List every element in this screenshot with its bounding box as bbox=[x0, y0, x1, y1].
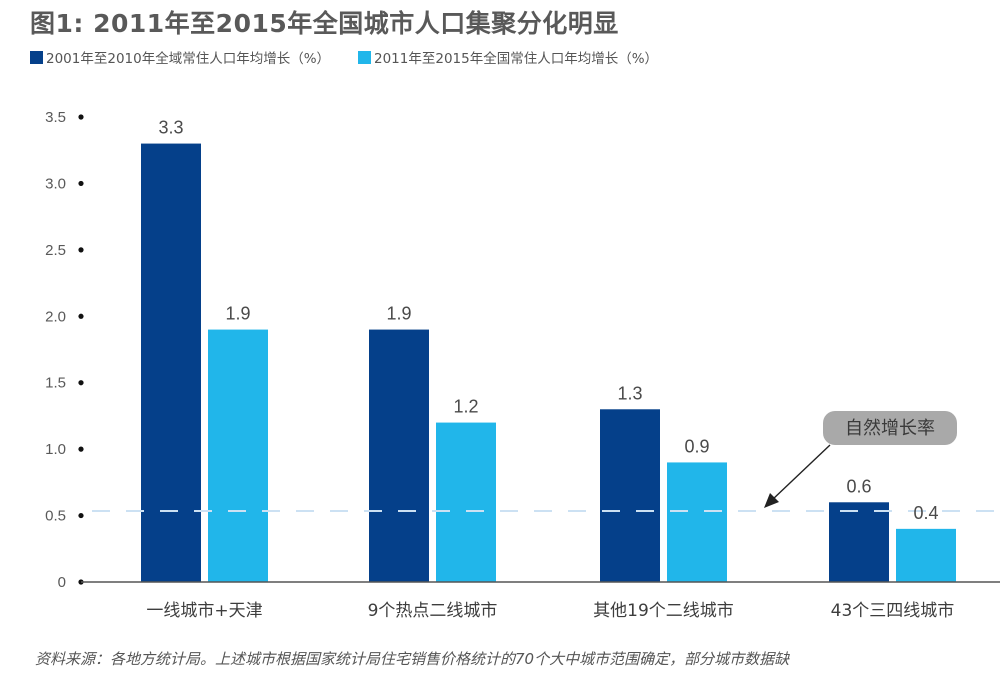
bar-light-2 bbox=[667, 462, 727, 582]
callout: 自然增长率 bbox=[764, 411, 957, 508]
callout-label: 自然增长率 bbox=[845, 418, 935, 439]
y-tick-label: 2.5 bbox=[45, 242, 66, 259]
y-tick-label: 1.0 bbox=[45, 441, 66, 458]
legend-swatch-light-blue bbox=[358, 50, 371, 64]
y-tick-label: 3.5 bbox=[45, 109, 66, 126]
callout-arrow-line bbox=[771, 444, 831, 501]
legend-item-2001-2010: 2001年至2010年全域常住人口年均增长（%） bbox=[30, 47, 330, 67]
legend-swatch-dark-blue bbox=[30, 50, 43, 64]
y-axis: 0 0.5 1.0 1.5 2.0 2.5 3.0 3.5 bbox=[45, 109, 84, 591]
bars bbox=[141, 143, 956, 583]
y-tick-label: 2.0 bbox=[45, 308, 66, 325]
category-label: 一线城市+天津 bbox=[146, 601, 262, 621]
data-label: 1.3 bbox=[617, 383, 642, 403]
chart-title: 图1: 2011年至2015年全国城市人口集聚分化明显 bbox=[30, 9, 619, 38]
data-label: 1.2 bbox=[453, 397, 478, 417]
y-tick-label: 1.5 bbox=[45, 375, 66, 392]
bar-light-0 bbox=[208, 329, 268, 582]
data-label: 1.9 bbox=[386, 304, 411, 324]
y-tick-label: 0 bbox=[58, 574, 66, 591]
data-label: 0.6 bbox=[846, 476, 871, 496]
y-tick-dot bbox=[78, 247, 84, 253]
bar-dark-2 bbox=[600, 409, 660, 582]
y-tick-dot bbox=[78, 313, 84, 319]
category-label: 9个热点二线城市 bbox=[368, 601, 498, 621]
y-tick-dot bbox=[78, 380, 84, 386]
legend-label: 2001年至2010年全域常住人口年均增长（%） bbox=[46, 51, 331, 67]
category-label: 其他19个二线城市 bbox=[593, 601, 734, 621]
source-note: 资料来源：各地方统计局。上述城市根据国家统计局住宅销售价格统计的70个大中城市范… bbox=[35, 650, 790, 668]
data-label: 1.9 bbox=[225, 304, 250, 324]
y-tick-label: 0.5 bbox=[45, 508, 66, 525]
legend-label: 2011年至2015年全国常住人口年均增长（%） bbox=[374, 51, 659, 67]
bar-dark-3 bbox=[829, 502, 889, 582]
bar-dark-0 bbox=[141, 143, 201, 583]
y-tick-label: 3.0 bbox=[45, 175, 66, 192]
x-axis-categories: 一线城市+天津 9个热点二线城市 其他19个二线城市 43个三四线城市 bbox=[146, 601, 954, 621]
data-label: 0.9 bbox=[684, 436, 709, 456]
y-tick-dot bbox=[78, 512, 84, 519]
legend-item-2011-2015: 2011年至2015年全国常住人口年均增长（%） bbox=[358, 47, 658, 67]
bar-light-1 bbox=[436, 422, 496, 582]
y-tick-dot bbox=[78, 446, 84, 452]
bar-dark-1 bbox=[369, 329, 429, 582]
data-label: 3.3 bbox=[158, 118, 183, 138]
callout-box bbox=[823, 411, 957, 445]
bar-light-3 bbox=[896, 528, 956, 582]
category-label: 43个三四线城市 bbox=[831, 601, 955, 621]
data-labels: 3.3 1.9 1.3 0.6 1.9 1.2 0.9 0.4 bbox=[158, 118, 938, 523]
arrow-icon bbox=[764, 493, 779, 508]
data-label: 0.4 bbox=[913, 503, 938, 523]
y-tick-dot bbox=[78, 180, 84, 187]
y-tick-dot bbox=[78, 114, 84, 120]
